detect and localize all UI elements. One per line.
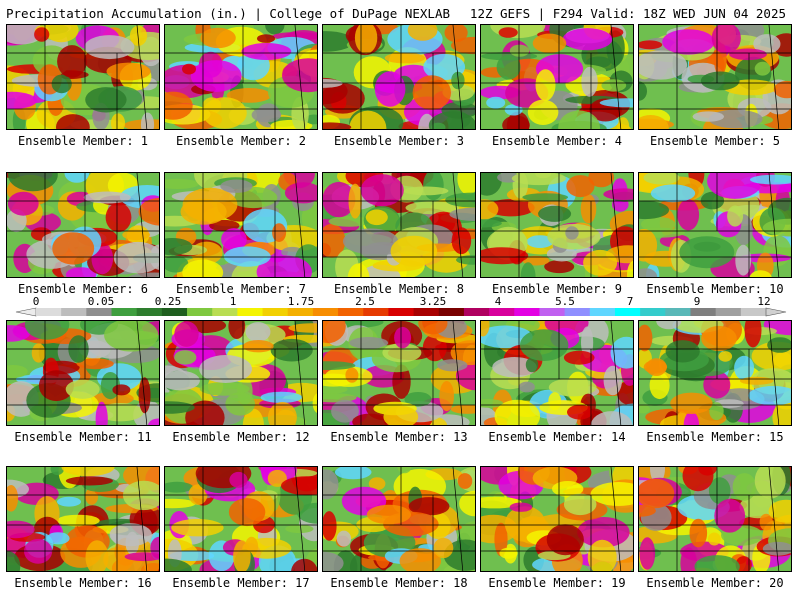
member-label: Ensemble Member: 6 — [17, 282, 149, 296]
precip-map-member-14 — [480, 320, 634, 426]
colorbar-swatch — [111, 308, 138, 316]
colorbar-swatch — [262, 308, 289, 316]
colorbar-tick-label: 3.25 — [419, 295, 447, 308]
colorbar-swatch — [388, 308, 415, 316]
member-label: Ensemble Member: 3 — [333, 134, 465, 148]
member-label: Ensemble Member: 8 — [333, 282, 465, 296]
precip-map-member-18 — [322, 466, 476, 572]
precip-map-member-11 — [6, 320, 160, 426]
map-title: Precipitation Accumulation (in.) | Colle… — [6, 6, 451, 21]
colorbar-swatch — [489, 308, 515, 316]
colorbar-tick-label: 2.5 — [355, 295, 375, 308]
member-label: Ensemble Member: 10 — [646, 282, 784, 296]
member-label: Ensemble Member: 13 — [330, 430, 468, 444]
colorbar-tick-label: 4 — [494, 295, 502, 308]
precip-map-member-1 — [6, 24, 160, 130]
colorbar-min-arrow — [15, 307, 37, 317]
colorbar-swatch — [136, 308, 163, 316]
colorbar-tick-label: 0.25 — [154, 295, 182, 308]
precip-map-member-9 — [480, 172, 634, 278]
colorbar-swatch — [338, 308, 364, 316]
colorbar-tick-label: 7 — [626, 295, 634, 308]
colorbar-swatch — [413, 308, 440, 316]
precip-map-member-7 — [164, 172, 318, 278]
colorbar-swatch — [161, 308, 188, 316]
colorbar-swatch — [287, 308, 314, 316]
member-label: Ensemble Member: 18 — [330, 576, 468, 590]
colorbar-swatch — [564, 308, 591, 316]
precip-map-member-19 — [480, 466, 634, 572]
colorbar-swatch — [640, 308, 666, 316]
colorbar-max-arrow — [765, 307, 787, 317]
colorbar-swatch — [740, 308, 767, 316]
colorbar-swatch — [312, 308, 339, 316]
colorbar-tick-label: 1.75 — [287, 295, 315, 308]
colorbar-swatch — [665, 308, 691, 316]
colorbar-tick-label: 5.5 — [555, 295, 575, 308]
member-label: Ensemble Member: 9 — [491, 282, 623, 296]
colorbar-swatch — [86, 308, 113, 316]
precip-map-member-2 — [164, 24, 318, 130]
run-valid-time: 12Z GEFS | F294 Valid: 18Z WED JUN 04 20… — [469, 6, 786, 21]
precip-map-member-20 — [638, 466, 792, 572]
colorbar-scale — [15, 307, 787, 317]
precip-map-member-15 — [638, 320, 792, 426]
member-label: Ensemble Member: 2 — [175, 134, 307, 148]
colorbar-swatch — [463, 308, 490, 316]
colorbar-swatch — [36, 308, 62, 316]
member-label: Ensemble Member: 17 — [172, 576, 310, 590]
precip-map-member-6 — [6, 172, 160, 278]
precip-colorbar: 0 0.05 0.25 1 1.75 2.5 3.25 4 5.5 7 9 12 — [0, 295, 800, 320]
colorbar-swatch — [61, 308, 87, 316]
colorbar-swatch — [438, 308, 465, 316]
member-label: Ensemble Member: 20 — [646, 576, 784, 590]
colorbar-swatch — [237, 308, 264, 316]
precip-map-member-12 — [164, 320, 318, 426]
colorbar-swatch — [715, 308, 742, 316]
member-label: Ensemble Member: 14 — [488, 430, 626, 444]
colorbar-swatch — [589, 308, 616, 316]
colorbar-tick-label: 0 — [32, 295, 40, 308]
colorbar-swatch — [514, 308, 540, 316]
colorbar-swatch — [212, 308, 238, 316]
colorbar-tick-label: 0.05 — [87, 295, 115, 308]
precip-map-member-16 — [6, 466, 160, 572]
colorbar-tick-label: 12 — [757, 295, 771, 308]
member-label: Ensemble Member: 16 — [14, 576, 152, 590]
precip-map-member-4 — [480, 24, 634, 130]
member-label: Ensemble Member: 15 — [646, 430, 784, 444]
member-label: Ensemble Member: 5 — [649, 134, 781, 148]
colorbar-swatch — [690, 308, 717, 316]
precip-map-member-13 — [322, 320, 476, 426]
colorbar-swatch — [539, 308, 566, 316]
colorbar-tick-label: 9 — [693, 295, 701, 308]
member-label: Ensemble Member: 1 — [17, 134, 149, 148]
colorbar-swatch — [363, 308, 389, 316]
member-label: Ensemble Member: 4 — [491, 134, 623, 148]
member-label: Ensemble Member: 12 — [172, 430, 310, 444]
colorbar-tick-label: 1 — [229, 295, 237, 308]
precip-map-member-3 — [322, 24, 476, 130]
precip-map-member-5 — [638, 24, 792, 130]
colorbar-swatch — [614, 308, 641, 316]
precip-map-member-8 — [322, 172, 476, 278]
member-label: Ensemble Member: 19 — [488, 576, 626, 590]
member-label: Ensemble Member: 11 — [14, 430, 152, 444]
precip-map-member-17 — [164, 466, 318, 572]
colorbar-swatch — [187, 308, 213, 316]
member-label: Ensemble Member: 7 — [175, 282, 307, 296]
precip-map-member-10 — [638, 172, 792, 278]
